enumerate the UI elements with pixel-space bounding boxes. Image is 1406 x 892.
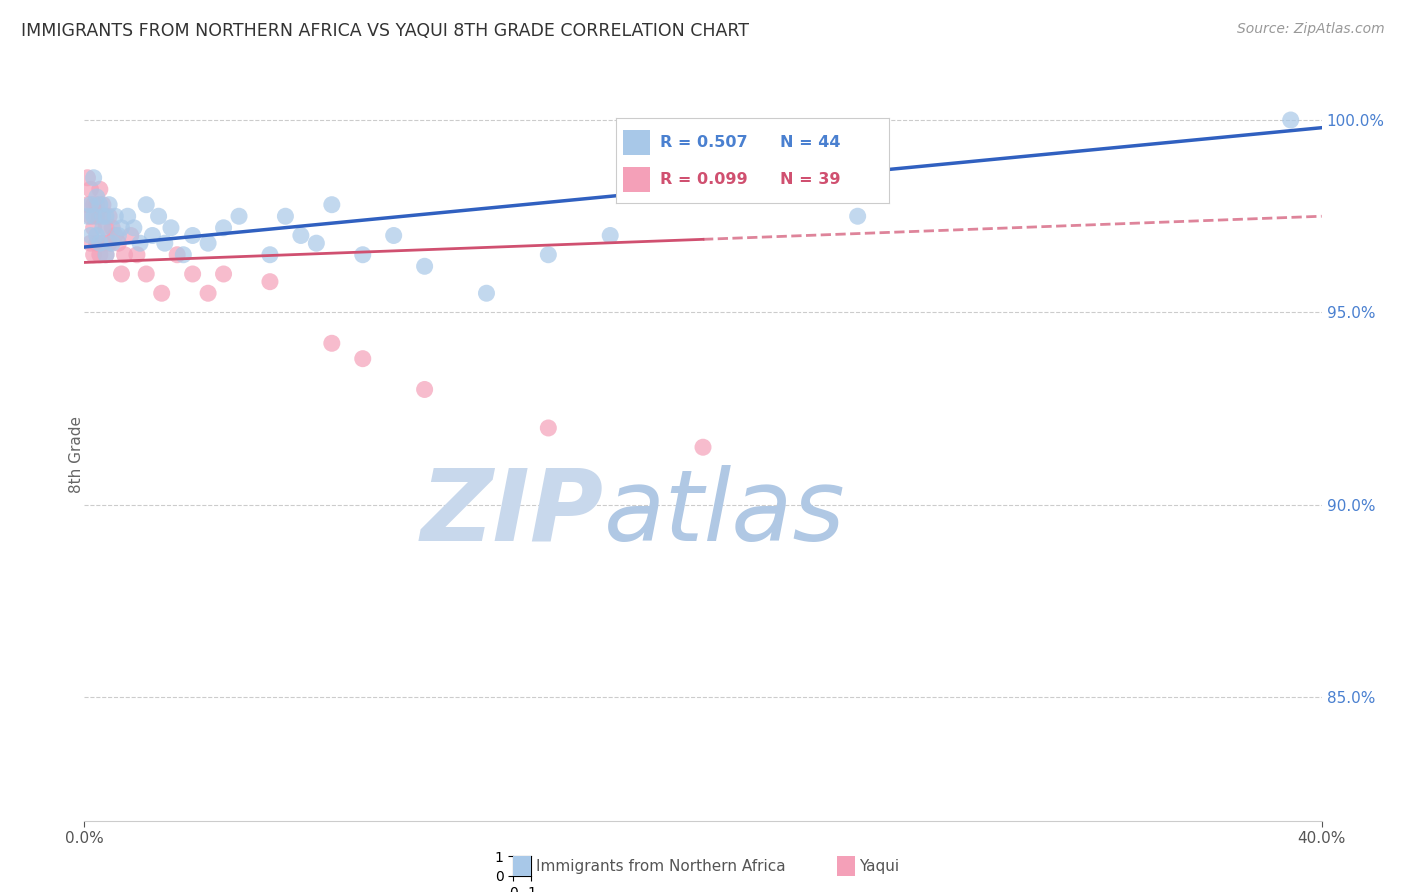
Point bbox=[76, 170, 98, 185]
Point bbox=[135, 197, 157, 211]
Point bbox=[110, 267, 132, 281]
FancyBboxPatch shape bbox=[513, 856, 531, 876]
Point bbox=[79, 236, 101, 251]
Point bbox=[104, 228, 127, 243]
Text: N = 39: N = 39 bbox=[780, 172, 841, 187]
Text: N = 44: N = 44 bbox=[780, 136, 841, 151]
Point bbox=[321, 197, 343, 211]
Point bbox=[135, 267, 157, 281]
Point bbox=[101, 220, 124, 235]
Y-axis label: 8th Grade: 8th Grade bbox=[69, 417, 83, 493]
Point bbox=[89, 236, 111, 251]
Point bbox=[89, 197, 111, 211]
FancyBboxPatch shape bbox=[623, 130, 651, 155]
Point bbox=[94, 248, 117, 262]
Point bbox=[79, 182, 101, 196]
Point bbox=[228, 209, 250, 223]
Point bbox=[141, 228, 163, 243]
Point bbox=[153, 236, 176, 251]
Point bbox=[172, 248, 194, 262]
Point bbox=[413, 260, 436, 274]
Point bbox=[89, 209, 111, 223]
Point bbox=[150, 286, 173, 301]
Text: R = 0.507: R = 0.507 bbox=[659, 136, 748, 151]
Point bbox=[101, 236, 124, 251]
Point bbox=[76, 209, 98, 223]
Point bbox=[692, 440, 714, 454]
Point bbox=[1279, 113, 1302, 128]
Text: Source: ZipAtlas.com: Source: ZipAtlas.com bbox=[1237, 22, 1385, 37]
Point bbox=[197, 236, 219, 251]
Point bbox=[79, 228, 101, 243]
Point bbox=[86, 228, 108, 243]
Point bbox=[166, 248, 188, 262]
Point bbox=[114, 248, 136, 262]
Point bbox=[107, 236, 129, 251]
Point bbox=[181, 267, 204, 281]
Point bbox=[83, 197, 105, 211]
Text: atlas: atlas bbox=[605, 465, 845, 562]
Point bbox=[94, 220, 117, 235]
Point bbox=[120, 228, 142, 243]
Point bbox=[125, 248, 148, 262]
Point bbox=[94, 248, 117, 262]
Point bbox=[98, 236, 121, 251]
Point bbox=[86, 190, 108, 204]
Point bbox=[94, 209, 117, 223]
Point bbox=[79, 209, 101, 223]
Point bbox=[846, 209, 869, 223]
Point bbox=[83, 220, 105, 235]
Point bbox=[86, 209, 108, 223]
Point bbox=[197, 286, 219, 301]
Point bbox=[305, 236, 328, 251]
Point bbox=[110, 220, 132, 235]
Point bbox=[212, 267, 235, 281]
Point bbox=[76, 197, 98, 211]
Point bbox=[290, 228, 312, 243]
Point bbox=[91, 197, 114, 211]
Point bbox=[352, 248, 374, 262]
Point bbox=[98, 209, 121, 223]
Point bbox=[259, 248, 281, 262]
Point bbox=[259, 275, 281, 289]
Text: R = 0.099: R = 0.099 bbox=[659, 172, 748, 187]
Point bbox=[212, 220, 235, 235]
Point bbox=[91, 209, 114, 223]
Point bbox=[107, 228, 129, 243]
Point bbox=[91, 236, 114, 251]
Point bbox=[83, 170, 105, 185]
Point bbox=[413, 383, 436, 397]
Point bbox=[537, 248, 560, 262]
Point bbox=[274, 209, 297, 223]
Text: Yaqui: Yaqui bbox=[859, 859, 900, 873]
Point bbox=[98, 197, 121, 211]
Text: IMMIGRANTS FROM NORTHERN AFRICA VS YAQUI 8TH GRADE CORRELATION CHART: IMMIGRANTS FROM NORTHERN AFRICA VS YAQUI… bbox=[21, 22, 749, 40]
Point bbox=[117, 209, 139, 223]
Point bbox=[129, 236, 152, 251]
Point bbox=[91, 220, 114, 235]
Point bbox=[89, 182, 111, 196]
FancyBboxPatch shape bbox=[623, 167, 651, 193]
Point bbox=[382, 228, 405, 243]
Point bbox=[86, 236, 108, 251]
Point bbox=[321, 336, 343, 351]
Point bbox=[537, 421, 560, 435]
Point bbox=[181, 228, 204, 243]
Point bbox=[104, 209, 127, 223]
Point bbox=[83, 209, 105, 223]
Point bbox=[122, 220, 145, 235]
Point bbox=[352, 351, 374, 366]
Point bbox=[148, 209, 170, 223]
Point bbox=[89, 248, 111, 262]
Point bbox=[599, 228, 621, 243]
FancyBboxPatch shape bbox=[837, 856, 855, 876]
Text: Immigrants from Northern Africa: Immigrants from Northern Africa bbox=[536, 859, 786, 873]
Point bbox=[83, 248, 105, 262]
Point bbox=[160, 220, 183, 235]
Point bbox=[79, 197, 101, 211]
Point bbox=[475, 286, 498, 301]
Text: ZIP: ZIP bbox=[420, 465, 605, 562]
Point bbox=[86, 197, 108, 211]
